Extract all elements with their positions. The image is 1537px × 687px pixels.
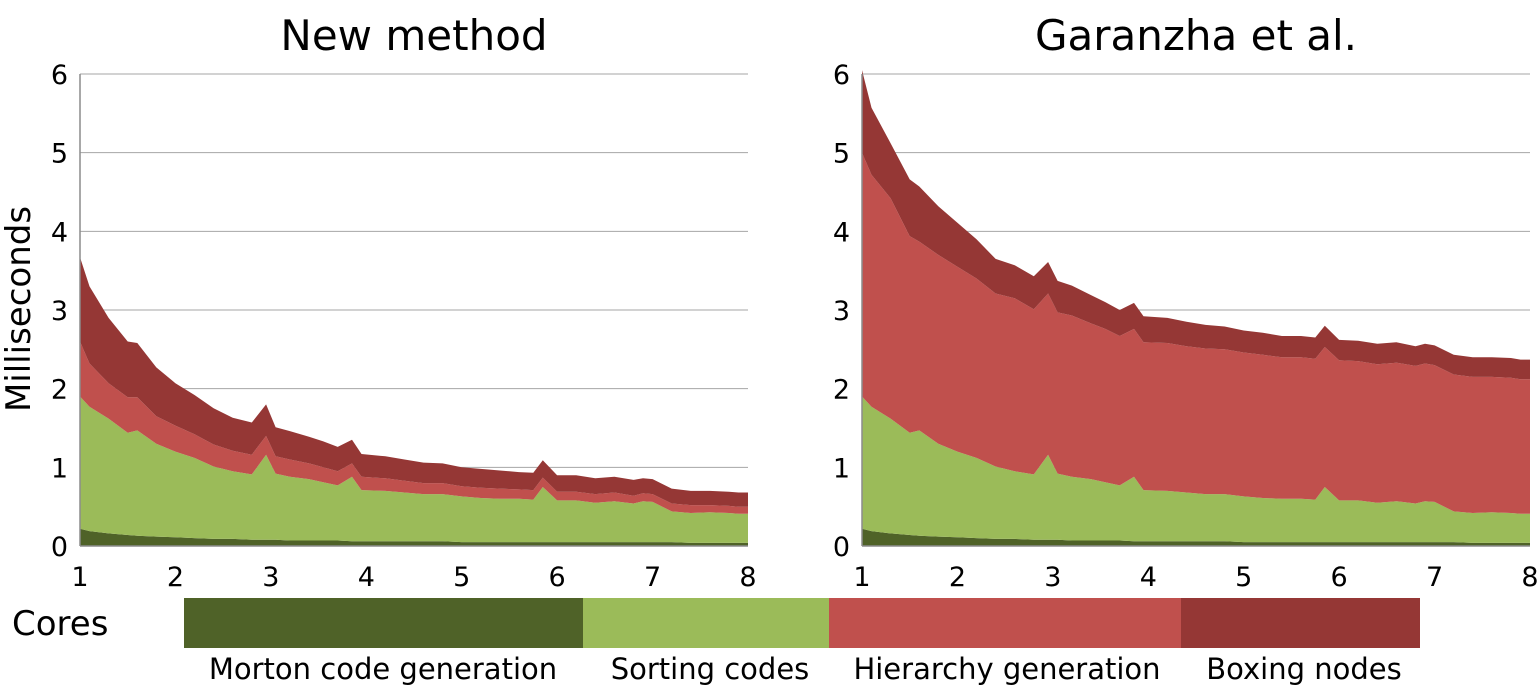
area-sorting-codes bbox=[862, 396, 1530, 543]
x-tick-label: 3 bbox=[1044, 562, 1061, 593]
y-tick-label: 3 bbox=[833, 296, 850, 327]
x-tick-label: 6 bbox=[1331, 562, 1348, 593]
x-tick-label: 4 bbox=[1140, 562, 1157, 593]
y-tick-label: 1 bbox=[833, 453, 850, 484]
legend-label: Hierarchy generation bbox=[853, 652, 1160, 686]
area-morton-code-generation bbox=[80, 528, 748, 546]
y-tick-label: 4 bbox=[833, 217, 850, 248]
legend-label: Boxing nodes bbox=[1206, 652, 1401, 686]
x-tick-label: 1 bbox=[71, 562, 88, 593]
x-tick-label: 7 bbox=[644, 562, 661, 593]
x-tick-label: 6 bbox=[549, 562, 566, 593]
legend-swatch-hierarchy-generation bbox=[829, 598, 1181, 648]
y-tick-label: 2 bbox=[833, 375, 850, 406]
y-tick-label: 6 bbox=[833, 60, 850, 91]
area-hierarchy-generation bbox=[862, 152, 1530, 514]
legend-label: Morton code generation bbox=[209, 652, 557, 686]
x-tick-label: 5 bbox=[453, 562, 470, 593]
y-tick-label: 6 bbox=[51, 60, 68, 91]
y-axis-title: Milliseconds bbox=[0, 206, 39, 412]
x-tick-label: 4 bbox=[358, 562, 375, 593]
panel-title: New method bbox=[280, 11, 547, 60]
x-tick-label: 3 bbox=[262, 562, 279, 593]
x-tick-label: 8 bbox=[739, 562, 756, 593]
area-boxing-nodes bbox=[862, 70, 1530, 380]
legend-label: Sorting codes bbox=[611, 652, 810, 686]
area-morton-code-generation bbox=[862, 528, 1530, 546]
y-tick-label: 3 bbox=[51, 296, 68, 327]
x-tick-label: 1 bbox=[853, 562, 870, 593]
area-boxing-nodes bbox=[80, 257, 748, 507]
y-tick-label: 4 bbox=[51, 217, 68, 248]
x-tick-label: 2 bbox=[949, 562, 966, 593]
y-tick-label: 0 bbox=[833, 532, 850, 563]
area-sorting-codes bbox=[80, 396, 748, 543]
panel-title: Garanzha et al. bbox=[1035, 11, 1357, 60]
legend-swatch-sorting-codes bbox=[583, 598, 829, 648]
y-tick-label: 2 bbox=[51, 375, 68, 406]
x-tick-label: 5 bbox=[1235, 562, 1252, 593]
x-axis-title: Cores bbox=[12, 604, 108, 644]
y-tick-label: 0 bbox=[51, 532, 68, 563]
legend: Morton code generation Sorting codes Hiera… bbox=[184, 598, 1420, 686]
legend-swatch-morton-code-generation bbox=[184, 598, 583, 648]
legend-swatch-boxing-nodes bbox=[1181, 598, 1420, 648]
x-tick-label: 2 bbox=[167, 562, 184, 593]
y-tick-label: 5 bbox=[833, 139, 850, 170]
y-tick-label: 1 bbox=[51, 453, 68, 484]
y-tick-label: 5 bbox=[51, 139, 68, 170]
x-tick-label: 8 bbox=[1521, 562, 1537, 593]
area-hierarchy-generation bbox=[80, 341, 748, 514]
x-tick-label: 7 bbox=[1426, 562, 1443, 593]
